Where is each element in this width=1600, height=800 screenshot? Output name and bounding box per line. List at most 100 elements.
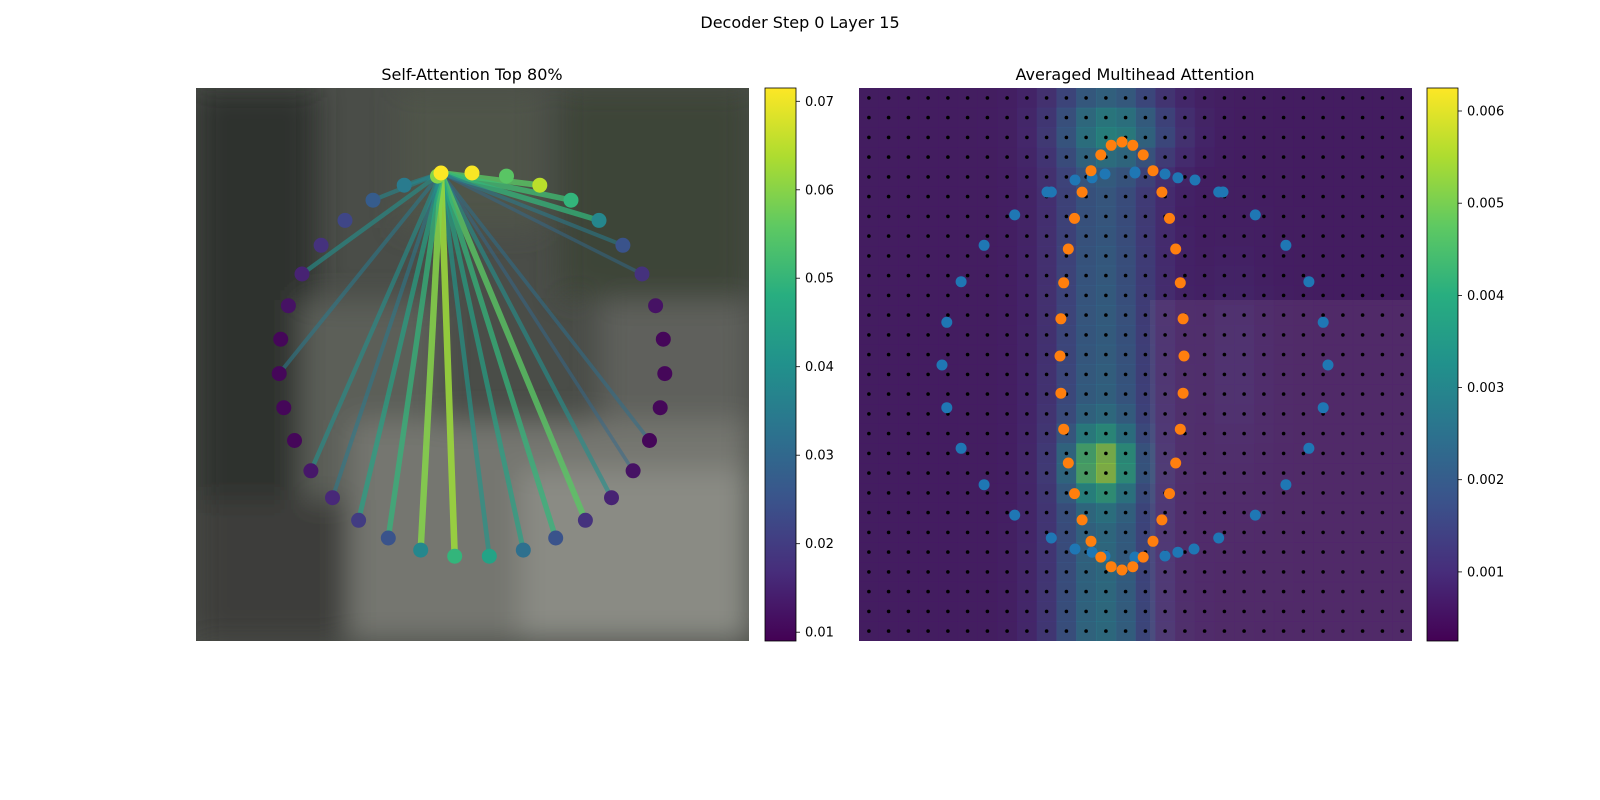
blue-point: [1129, 166, 1141, 178]
grid-dot: [1242, 491, 1246, 495]
grid-dot: [965, 530, 970, 535]
grid-dot: [1242, 392, 1246, 396]
grid-dot: [1281, 333, 1286, 337]
grid-dot: [1360, 570, 1365, 574]
grid-dot: [1143, 254, 1148, 258]
grid-dot: [867, 372, 871, 377]
grid-dot: [985, 273, 990, 278]
grid-dot: [1143, 194, 1148, 199]
grid-dot: [1360, 392, 1365, 396]
grid-dot: [1281, 234, 1286, 238]
grid-dot: [1380, 135, 1385, 140]
grid-dot: [1044, 491, 1049, 495]
grid-dot: [886, 491, 891, 495]
background-tint: [1150, 300, 1412, 641]
grid-dot: [1262, 135, 1266, 140]
blue-point: [1249, 209, 1261, 221]
blue-points-series: [936, 166, 1334, 564]
grid-dot: [1242, 135, 1246, 140]
grid-dot: [886, 273, 891, 278]
grid-dot: [886, 96, 891, 100]
grid-dot: [1005, 214, 1009, 219]
grid-dot: [1025, 135, 1029, 140]
blue-point: [1217, 186, 1229, 198]
grid-dot: [946, 96, 950, 100]
grid-dot: [985, 629, 990, 633]
ring-point: [273, 331, 289, 347]
grid-dot: [886, 550, 891, 554]
grid-dot: [1025, 293, 1029, 298]
grid-dot: [985, 392, 990, 396]
grid-dot: [1143, 589, 1148, 594]
grid-dot: [1360, 431, 1365, 436]
grid-dot: [965, 550, 970, 554]
grid-dot: [1301, 175, 1306, 179]
grid-dot: [1123, 589, 1128, 594]
grid-dot: [946, 273, 950, 278]
ring-point: [615, 237, 631, 253]
grid-dot: [886, 313, 891, 317]
grid-dot: [985, 135, 990, 140]
grid-dot: [965, 214, 970, 219]
grid-dot: [1321, 273, 1325, 278]
grid-dot: [946, 530, 950, 535]
grid-dot: [1262, 194, 1266, 199]
ring-point: [464, 165, 480, 181]
grid-dot: [886, 115, 891, 120]
grid-dot: [1262, 629, 1266, 633]
grid-dot: [1341, 451, 1345, 456]
grid-dot: [1005, 550, 1009, 554]
blue-point: [1303, 442, 1315, 454]
grid-dot: [1183, 570, 1187, 574]
grid-dot: [1163, 530, 1167, 535]
blue-point: [1189, 174, 1201, 186]
grid-dot: [1025, 530, 1029, 535]
grid-dot: [1104, 115, 1108, 120]
grid-dot: [1183, 175, 1187, 179]
grid-dot: [1341, 589, 1345, 594]
grid-dot: [1183, 530, 1187, 535]
grid-dot: [1005, 254, 1009, 258]
grid-dot: [1005, 333, 1009, 337]
grid-dot: [926, 451, 930, 456]
orange-point: [1177, 313, 1189, 325]
grid-dot: [1044, 392, 1049, 396]
grid-dot: [1262, 431, 1266, 436]
grid-dot: [1341, 372, 1345, 377]
grid-dot: [1183, 609, 1187, 614]
orange-point: [1174, 423, 1186, 435]
grid-dot: [906, 609, 911, 614]
grid-dot: [985, 293, 990, 298]
grid-dot: [867, 392, 871, 396]
grid-dot: [1380, 333, 1385, 337]
grid-dot: [946, 333, 950, 337]
ring-point: [280, 298, 296, 314]
grid-dot: [1025, 313, 1029, 317]
grid-dot: [1321, 96, 1325, 100]
ring-point: [271, 366, 287, 382]
grid-dot: [1222, 333, 1227, 337]
grid-dot: [1123, 431, 1128, 436]
grid-dot: [1123, 491, 1128, 495]
ring-point: [294, 266, 310, 282]
grid-dot: [1242, 214, 1246, 219]
grid-dot: [867, 412, 871, 416]
grid-dot: [1143, 530, 1148, 535]
grid-dot: [965, 491, 970, 495]
ring-point: [642, 433, 657, 448]
grid-dot: [1242, 313, 1246, 317]
grid-dot: [1242, 234, 1246, 238]
colorbar-tick-label: 0.06: [805, 183, 834, 198]
grid-dot: [886, 412, 891, 416]
grid-dot: [985, 372, 990, 377]
grid-dot: [1380, 392, 1385, 396]
grid-dot: [1123, 273, 1128, 278]
grid-dot: [1104, 431, 1108, 436]
attention-edge: [438, 172, 526, 551]
grid-dot: [1143, 313, 1148, 317]
grid-dot: [1262, 234, 1266, 238]
grid-dot: [1044, 352, 1049, 357]
colorbar-tick-label: 0.05: [805, 272, 834, 287]
grid-dot: [1044, 609, 1049, 614]
grid-dot: [946, 155, 950, 159]
